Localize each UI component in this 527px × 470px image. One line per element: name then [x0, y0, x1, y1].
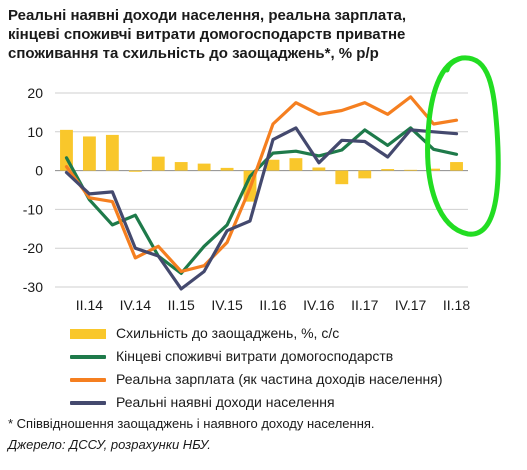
- legend-swatch: [70, 401, 106, 406]
- y-tick-label: 10: [27, 124, 43, 140]
- legend-swatch: [70, 355, 106, 360]
- chart-title: Реальні наявні доходи населення, реальна…: [8, 6, 508, 63]
- x-tick-label: IV.15: [211, 297, 243, 313]
- legend-label: Реальна зарплата (як частина доходів нас…: [116, 371, 443, 387]
- bar: [151, 156, 165, 171]
- x-tick-label: II.15: [168, 297, 195, 313]
- y-tick-label: 0: [35, 163, 43, 179]
- highlight-annotation: [425, 55, 501, 237]
- line-series: [64, 95, 459, 291]
- chart-title-line: Реальні наявні доходи населення, реальна…: [8, 7, 407, 24]
- legend-swatch: [70, 378, 106, 383]
- legend-label: Схильність до заощаджень, %, с/с: [116, 325, 340, 341]
- bar: [266, 159, 280, 171]
- bar: [404, 169, 418, 171]
- x-tick-label: II.14: [76, 297, 103, 313]
- bar: [450, 162, 463, 171]
- bar: [335, 170, 349, 185]
- bar: [381, 169, 395, 171]
- legend-item-consumption: Кінцеві споживчі витрати домогосподарств: [70, 345, 443, 368]
- bar: [220, 167, 234, 171]
- legend-item-wages: Реальна зарплата (як частина доходів нас…: [70, 368, 443, 391]
- chart-title-line: споживання та схильність до заощаджень*,…: [8, 45, 379, 62]
- y-tick-label: -20: [23, 240, 43, 256]
- bar: [358, 170, 372, 179]
- y-tick-label: -10: [23, 201, 43, 217]
- x-tick-label: II.16: [259, 297, 286, 313]
- legend: Схильність до заощаджень, %, с/с Кінцеві…: [70, 322, 443, 414]
- x-tick-label: II.17: [351, 297, 378, 313]
- x-axis: II.14 IV.14 II.15 IV.15 II.16 IV.16 II.17 IV.17…: [76, 297, 471, 313]
- source-note: Джерело: ДССУ, розрахунки НБУ.: [8, 437, 211, 452]
- x-tick-label: II.18: [443, 297, 470, 313]
- legend-label: Реальні наявні доходи населення: [116, 394, 335, 410]
- bar: [427, 168, 441, 171]
- bar: [312, 167, 326, 171]
- x-tick-label: IV.14: [120, 297, 152, 313]
- series-line: [64, 126, 459, 275]
- legend-swatch: [70, 329, 106, 340]
- legend-label: Кінцеві споживчі витрати домогосподарств: [116, 348, 394, 364]
- bar: [174, 162, 188, 171]
- highlight-ellipse: [425, 55, 501, 237]
- bar: [289, 158, 303, 171]
- x-tick-label: IV.17: [395, 297, 427, 313]
- series-line: [64, 95, 459, 274]
- grid: [55, 92, 468, 288]
- bar: [128, 170, 142, 172]
- chart-title-line: кінцеві споживчі витрати домогосподарств…: [8, 26, 406, 43]
- series-line: [64, 126, 459, 291]
- y-tick-label: -30: [23, 279, 43, 295]
- x-tick-label: IV.16: [303, 297, 335, 313]
- legend-item-income: Реальні наявні доходи населення: [70, 391, 443, 414]
- y-tick-label: 20: [27, 85, 43, 101]
- legend-item-savings: Схильність до заощаджень, %, с/с: [70, 322, 443, 345]
- y-axis: 20 10 0 -10 -20 -30: [23, 85, 43, 295]
- footnote: * Співвідношення заощаджень і наявного д…: [8, 416, 375, 431]
- bar: [197, 163, 211, 171]
- chart: 20 10 0 -10 -20 -30 II.14 IV.14 II.15 IV.15 II.16…: [23, 55, 501, 313]
- bar: [105, 134, 119, 171]
- bar: [82, 136, 96, 171]
